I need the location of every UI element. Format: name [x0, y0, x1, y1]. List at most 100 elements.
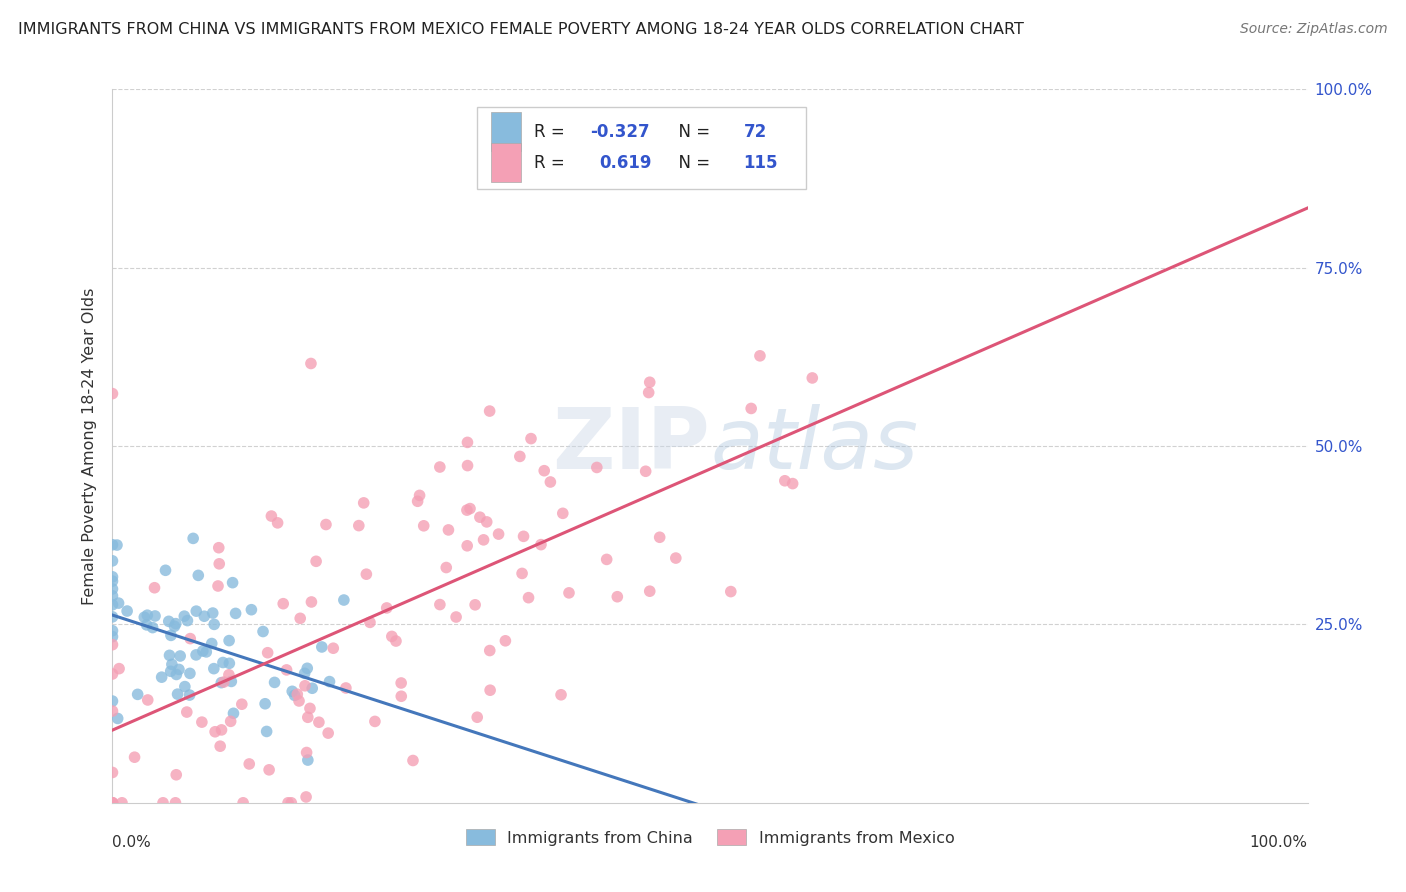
Point — [782, 476, 804, 491]
Text: 115: 115 — [744, 153, 778, 171]
Point — [218, 668, 240, 682]
Text: N =: N = — [668, 153, 716, 171]
Point — [595, 552, 617, 566]
Point — [457, 458, 479, 473]
Point — [201, 636, 224, 650]
Point — [202, 662, 225, 676]
Point — [108, 662, 131, 676]
Point — [290, 611, 312, 625]
Point — [381, 629, 404, 643]
Point — [429, 460, 451, 475]
Point — [218, 657, 240, 671]
Point — [740, 401, 762, 416]
Point — [801, 371, 824, 385]
Point — [295, 789, 318, 804]
Point — [179, 666, 201, 681]
Point — [297, 753, 319, 767]
Point — [159, 665, 181, 679]
Point — [101, 796, 124, 810]
Point — [165, 796, 187, 810]
Point — [135, 618, 157, 632]
Point — [136, 693, 159, 707]
Point — [191, 715, 214, 730]
Point — [136, 608, 159, 623]
Point — [389, 690, 412, 704]
Point — [186, 604, 208, 618]
Point — [155, 563, 177, 577]
Point — [408, 488, 430, 502]
Point — [478, 643, 501, 657]
Point — [101, 554, 124, 568]
Point — [316, 726, 339, 740]
Point — [231, 697, 253, 711]
Point — [472, 533, 495, 547]
Text: IMMIGRANTS FROM CHINA VS IMMIGRANTS FROM MEXICO FEMALE POVERTY AMONG 18-24 YEAR : IMMIGRANTS FROM CHINA VS IMMIGRANTS FROM… — [18, 22, 1024, 37]
Point — [193, 609, 215, 624]
Point — [159, 648, 181, 663]
Point — [297, 661, 319, 675]
Point — [456, 503, 478, 517]
Point — [665, 551, 688, 566]
Point — [209, 675, 232, 690]
Point — [294, 666, 316, 681]
Point — [429, 598, 451, 612]
Point — [212, 675, 235, 690]
Point — [179, 688, 201, 702]
Point — [510, 566, 533, 581]
Point — [208, 557, 231, 571]
Point — [195, 645, 218, 659]
Point — [353, 496, 375, 510]
Point — [434, 560, 457, 574]
Point — [101, 796, 124, 810]
Point — [101, 582, 124, 596]
Text: 72: 72 — [744, 123, 766, 141]
Point — [280, 796, 302, 810]
Text: 0.0%: 0.0% — [112, 835, 152, 850]
Point — [165, 768, 187, 782]
Point — [176, 705, 198, 719]
Text: R =: R = — [534, 153, 575, 171]
Point — [209, 739, 232, 754]
Point — [238, 756, 260, 771]
Point — [212, 656, 235, 670]
Point — [458, 501, 481, 516]
Point — [225, 607, 247, 621]
Point — [201, 606, 224, 620]
Point — [221, 575, 243, 590]
Point — [634, 464, 657, 478]
Point — [277, 796, 299, 810]
Point — [406, 494, 429, 508]
Legend: Immigrants from China, Immigrants from Mexico: Immigrants from China, Immigrants from M… — [460, 823, 960, 852]
Point — [221, 674, 243, 689]
Point — [295, 746, 318, 760]
Point — [648, 530, 671, 544]
Point — [101, 589, 124, 603]
Point — [479, 683, 502, 698]
Point — [558, 586, 581, 600]
Point — [101, 704, 124, 718]
Point — [204, 724, 226, 739]
Point — [465, 710, 488, 724]
Point — [720, 584, 742, 599]
Point — [107, 596, 129, 610]
Point — [143, 581, 166, 595]
Point — [517, 591, 540, 605]
Point — [207, 579, 229, 593]
Point — [134, 610, 156, 624]
Point — [143, 609, 166, 624]
Point — [101, 694, 124, 708]
Point — [165, 616, 187, 631]
Point — [252, 624, 274, 639]
Point — [551, 506, 574, 520]
Point — [509, 450, 531, 464]
Point — [364, 714, 387, 729]
Point — [101, 667, 124, 681]
Point — [202, 617, 225, 632]
Point — [335, 681, 357, 695]
Point — [297, 710, 319, 724]
Text: Source: ZipAtlas.com: Source: ZipAtlas.com — [1240, 22, 1388, 37]
Point — [285, 687, 308, 701]
Point — [187, 568, 209, 582]
Point — [160, 657, 183, 672]
Point — [211, 723, 233, 737]
